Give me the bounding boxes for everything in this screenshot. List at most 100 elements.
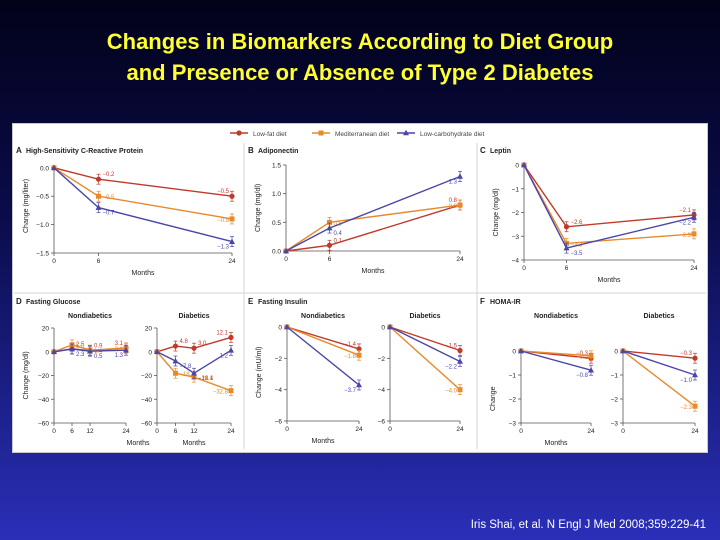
data-label: −2.6 xyxy=(571,220,584,226)
y-tick-label: −3 xyxy=(509,421,517,428)
legend-marker-2 xyxy=(403,129,409,136)
data-point xyxy=(191,370,197,376)
series-line xyxy=(286,326,360,356)
slide-title: Changes in Biomarkers According to Diet … xyxy=(0,26,720,88)
x-axis-label: Months xyxy=(127,440,150,447)
data-label: 2.3 xyxy=(76,352,85,358)
y-axis-label: Change (mg/dl) xyxy=(255,184,262,232)
series-line xyxy=(622,350,696,376)
y-tick-label: −1.5 xyxy=(36,251,49,258)
data-label: −3.5 xyxy=(571,251,584,257)
panel-subtitle: Diabetics xyxy=(643,313,674,320)
biomarker-charts: Low-fat diet Mediterranean diet Low-carboh… xyxy=(12,123,708,453)
series-line xyxy=(286,326,360,386)
figure-panel: Low-fat diet Mediterranean diet Low-carboh… xyxy=(12,123,708,453)
data-point xyxy=(229,238,235,244)
data-label: −1.0 xyxy=(680,378,693,384)
data-label: −0.2 xyxy=(103,172,116,178)
data-point xyxy=(457,387,463,393)
panel-subtitle: Nondiabetics xyxy=(68,313,112,320)
panel-letter: A xyxy=(16,146,22,155)
y-tick-label: −2 xyxy=(512,210,520,217)
y-tick-label: 0 xyxy=(614,349,618,356)
y-tick-label: −4 xyxy=(512,258,520,265)
data-label: −18.1 xyxy=(180,372,196,378)
data-label: −0.9 xyxy=(217,218,230,224)
data-label: −7.8 xyxy=(180,364,193,370)
y-tick-label: 0 xyxy=(148,349,152,356)
data-point xyxy=(191,345,197,351)
data-point xyxy=(387,323,393,330)
data-label: 0.8 xyxy=(449,204,458,210)
data-label: −0.3 xyxy=(680,351,693,357)
x-tick-label: 0 xyxy=(285,426,289,433)
legend-marker-1 xyxy=(318,130,324,136)
y-tick-label: −60 xyxy=(38,421,49,428)
data-label: 0.5 xyxy=(94,354,103,360)
series-line xyxy=(622,350,696,359)
x-tick-label: 0 xyxy=(519,428,523,435)
data-point xyxy=(283,247,289,254)
x-tick-label: 6 xyxy=(328,256,332,263)
data-point xyxy=(691,214,697,220)
y-tick-label: −1.0 xyxy=(36,222,49,229)
y-tick-label: −1 xyxy=(512,186,520,193)
x-tick-label: 24 xyxy=(456,256,464,263)
legend-label-1: Mediterranean diet xyxy=(335,131,389,138)
data-label: −0.7 xyxy=(103,211,116,217)
data-point xyxy=(228,388,234,394)
data-label: 1.3 xyxy=(115,353,124,359)
y-tick-label: 0 xyxy=(45,349,49,356)
y-tick-label: −2 xyxy=(275,356,283,363)
x-tick-label: 24 xyxy=(690,265,698,272)
data-label: −0.5 xyxy=(103,195,116,201)
data-label: −4.0 xyxy=(445,389,458,395)
series-line xyxy=(520,350,592,357)
panel-title: Fasting Glucose xyxy=(26,299,81,306)
data-label: 3.1 xyxy=(115,341,124,347)
data-point xyxy=(172,357,179,364)
panel-title: Fasting Insulin xyxy=(258,299,307,306)
series-line xyxy=(156,351,232,392)
panel-subtitle: Nondiabetics xyxy=(534,313,578,320)
data-label: −18.1 xyxy=(198,376,214,382)
data-point xyxy=(69,345,75,352)
data-label: 1.2 xyxy=(220,353,229,359)
y-tick-label: 1.0 xyxy=(272,191,281,198)
data-point xyxy=(692,403,698,409)
panel-letter: C xyxy=(480,146,486,155)
slide-title-line-1: Changes in Biomarkers According to Diet … xyxy=(106,29,614,54)
y-axis-label: Change (mU/ml) xyxy=(256,347,263,398)
y-tick-label: −20 xyxy=(141,373,152,380)
data-label: 0.4 xyxy=(334,231,343,237)
data-label: −1.3 xyxy=(217,245,230,251)
y-tick-label: −1 xyxy=(611,373,619,380)
x-tick-label: 6 xyxy=(565,265,569,272)
data-label: −2.1 xyxy=(679,208,692,214)
x-axis-label: Months xyxy=(598,277,621,284)
y-tick-label: 20 xyxy=(145,326,153,333)
x-tick-label: 24 xyxy=(355,426,363,433)
data-point xyxy=(51,348,57,355)
series-line xyxy=(53,344,127,353)
panel-title: Adiponectin xyxy=(258,148,298,155)
y-tick-label: −3 xyxy=(611,421,619,428)
y-tick-label: −60 xyxy=(141,421,152,428)
x-tick-label: 6 xyxy=(70,428,74,435)
figure-frame xyxy=(12,123,708,453)
y-tick-label: 0.0 xyxy=(272,249,281,256)
data-point xyxy=(51,164,57,171)
panel-letter: B xyxy=(248,146,254,155)
x-tick-label: 0 xyxy=(155,428,159,435)
x-tick-label: 24 xyxy=(227,428,235,435)
data-point xyxy=(284,323,290,330)
x-tick-label: 6 xyxy=(174,428,178,435)
y-tick-label: 0 xyxy=(278,325,282,332)
data-label: −0.3 xyxy=(576,351,589,357)
data-label: −3.7 xyxy=(344,388,357,394)
data-point xyxy=(457,202,463,208)
data-point xyxy=(588,367,594,373)
data-label: 0.8 xyxy=(449,198,458,204)
data-point xyxy=(518,347,524,354)
y-tick-label: 20 xyxy=(42,326,50,333)
